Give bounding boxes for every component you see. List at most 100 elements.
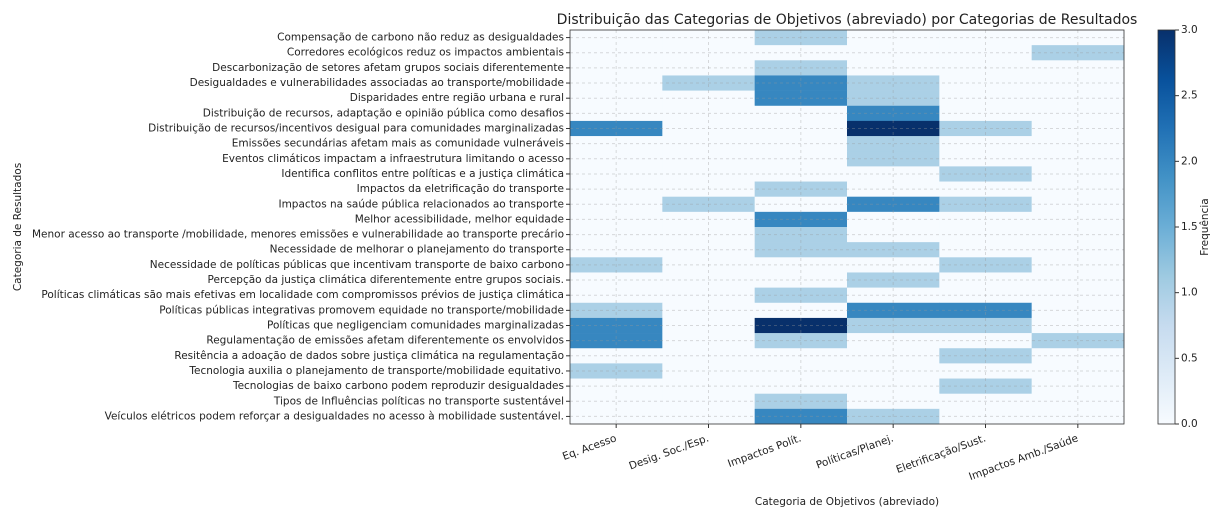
y-tick-label: Políticas climáticas são mais efetivas e… [41,289,564,301]
y-tick-label: Identifica conflitos entre políticas e a… [281,168,564,180]
y-tick-label: Resitência a adoação de dados sobre just… [174,350,564,362]
x-tick-label: Eq. Acesso [561,432,618,463]
x-axis-label: Categoria de Objetivos (abreviado) [755,496,939,507]
colorbar-tick-label: 0.5 [1181,352,1198,364]
heatmap-cell [754,302,848,319]
heatmap-cell [939,75,1032,91]
y-tick-label: Distribuição de recursos, adaptação e op… [203,107,564,119]
heatmap-cell [939,105,1032,122]
heatmap-cell [754,60,848,76]
heatmap-cell [662,333,755,349]
heatmap-cell [1031,60,1125,76]
heatmap-cell [1031,348,1125,364]
y-tick-label: Tecnologias de baixo carbono podem repro… [232,380,564,392]
heatmap-cell [570,317,663,334]
heatmap-cell [570,393,663,410]
heatmap-cell [662,90,755,107]
heatmap-cell [754,333,848,349]
heatmap-cell [754,408,848,425]
heatmap-cell [570,257,663,273]
heatmap-cell [939,90,1032,107]
heatmap-cell [847,333,940,349]
heatmap-cell [1031,302,1125,319]
heatmap-cell [754,348,848,364]
heatmap-cell [1031,75,1125,91]
heatmap-cell [570,348,663,364]
heatmap-cell [939,227,1032,243]
heatmap-cell [1031,408,1125,425]
y-tick-label: Percepção da justiça climática diferente… [208,274,564,286]
heatmap-cell [847,378,940,394]
heatmap-cell [662,45,755,61]
heatmap-cell [662,151,755,167]
y-tick-label: Compensação de carbono não reduz as desi… [277,32,564,44]
heatmap-cell [1031,211,1125,228]
heatmap-cell [847,302,940,319]
heatmap-cell [754,317,848,334]
heatmap-cell [754,242,848,258]
heatmap-cell [1031,30,1125,46]
heatmap-cell [570,75,663,91]
y-tick-label: Regulamentação de emissões afetam difere… [206,335,564,347]
heatmap-cell [570,60,663,76]
heatmap-cell [662,166,755,182]
heatmap-cell [754,30,848,46]
heatmap-cell [754,196,848,213]
colorbar [1157,29,1176,425]
heatmap-cell [939,393,1032,410]
heatmap-cell [662,257,755,273]
heatmap-cell [662,136,755,152]
heatmap-cell [939,317,1032,334]
y-tick-label: Desigualdades e vulnerabilidades associa… [190,77,564,89]
heatmap-cell [939,166,1032,182]
heatmap-cell [754,45,848,61]
heatmap-cell [662,363,755,379]
heatmap-cell [847,242,940,258]
colorbar-tick-label: 2.0 [1181,155,1198,167]
heatmap-cell [847,348,940,364]
heatmap-cell [570,287,663,304]
heatmap-cell [754,363,848,379]
heatmap-cell [662,317,755,334]
heatmap-cell [1031,242,1125,258]
heatmap-cell [847,363,940,379]
y-tick-label: Emissões secundárias afetam mais as comu… [232,138,564,150]
heatmap-cell [939,257,1032,273]
heatmap-cell [570,181,663,197]
heatmap-cell [662,105,755,122]
heatmap-cell [570,136,663,152]
heatmap-cell [939,196,1032,213]
heatmap-cell [847,287,940,304]
heatmap-cell [939,30,1032,46]
heatmap-cell [1031,333,1125,349]
heatmap-cell [847,181,940,197]
heatmap-cell [662,302,755,319]
y-axis-label: Categoria de Resultados [12,163,24,291]
y-tick-label: Melhor acessibilidade, melhor equidade [355,213,564,225]
heatmap-cell [754,211,848,228]
heatmap-cell [570,227,663,243]
heatmap-cell [754,105,848,122]
heatmap-cell [570,211,663,228]
heatmap-cell [662,196,755,213]
heatmap-cell [847,393,940,410]
heatmap-cell [847,75,940,91]
heatmap-cell [847,151,940,167]
y-tick-label: Menor acesso ao transporte /mobilidade, … [32,229,564,241]
heatmap-cell [1031,257,1125,273]
heatmap-cell [939,378,1032,394]
colorbar-tick-label: 0.0 [1181,418,1198,430]
heatmap-cell [662,348,755,364]
heatmap-cell [847,45,940,61]
heatmap-cell [939,120,1032,137]
heatmap-cell [570,151,663,167]
heatmap-cell [847,30,940,46]
y-tick-label: Necessidade de políticas públicas que in… [150,259,564,271]
heatmap-cell [662,272,755,288]
heatmap-cell [847,227,940,243]
heatmap-cell [939,363,1032,379]
heatmap-cell [570,45,663,61]
heatmap-cell [754,287,848,304]
colorbar-tick-label: 2.5 [1181,90,1198,102]
